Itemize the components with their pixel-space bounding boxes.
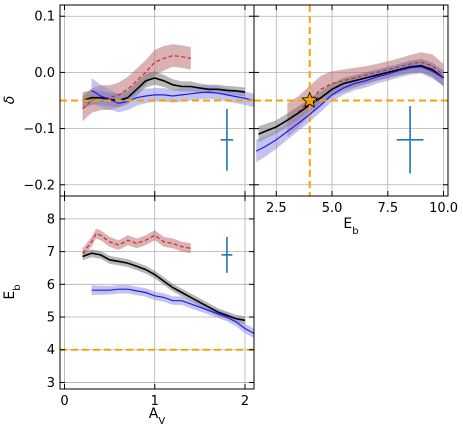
ytick-label: 4 [47,343,55,358]
ytick-label: −0.1 [23,122,55,137]
star-marker [301,91,319,108]
panel-top-right: 2.5 5.0 7.5 10.0 Eb [253,4,458,237]
panel-top-right-ticks: 2.5 5.0 7.5 10.0 [254,5,458,216]
series-band-blue-solid [256,60,444,163]
ytick-label: 0.1 [34,10,55,25]
panel-bottom-left: 0 1 2 3 4 5 6 7 8 Eb AV [2,195,255,427]
panel-bottom-left-plot [60,196,254,389]
series-line-red-dashed [82,232,191,254]
panel-bottom-left-xlabel: AV [149,406,166,427]
ytick-label: 0.0 [34,66,55,81]
panel-top-right-xlabel: Eb [343,216,358,237]
panel-top-right-frame [253,4,449,197]
series-band-blue-solid [91,78,254,113]
ytick-label: −0.2 [23,178,55,193]
series-line-black-solid [82,252,246,322]
xtick-label: 2.5 [266,201,287,216]
ytick-label: 7 [47,245,55,260]
ytick-label: 5 [47,311,55,326]
xtick-label: 2 [241,394,249,409]
xtick-label: 10.0 [429,201,458,216]
xtick-label: 5.0 [322,201,343,216]
series-line-black-solid [258,64,444,135]
series-band-red-dashed [82,228,191,259]
panel-bottom-left-ticks: 0 1 2 3 4 5 6 7 8 [47,196,254,409]
series-line-blue-solid [91,89,254,104]
xtick-label: 7.5 [377,201,398,216]
panel-top-left-ticks: −0.2 −0.1 0.0 0.1 [23,5,254,196]
xtick-label: 1 [151,394,159,409]
series-line-blue-solid [91,288,254,334]
panel-top-left-plot [60,5,254,196]
series-line-red-dashed [287,61,444,121]
panel-bottom-left-ylabel: Eb [2,284,23,299]
xtick-label: 0 [60,394,68,409]
ytick-label: 6 [47,278,55,293]
ytick-label: 8 [47,212,55,227]
panel-top-left-ylabel: δ [2,96,18,105]
panel-top-right-plot [254,5,448,196]
series-line-blue-solid [255,66,444,152]
panel-top-left: −0.2 −0.1 0.0 0.1 δ [2,4,255,197]
ytick-label: 3 [47,376,55,391]
panel-bottom-left-frame [59,195,255,390]
